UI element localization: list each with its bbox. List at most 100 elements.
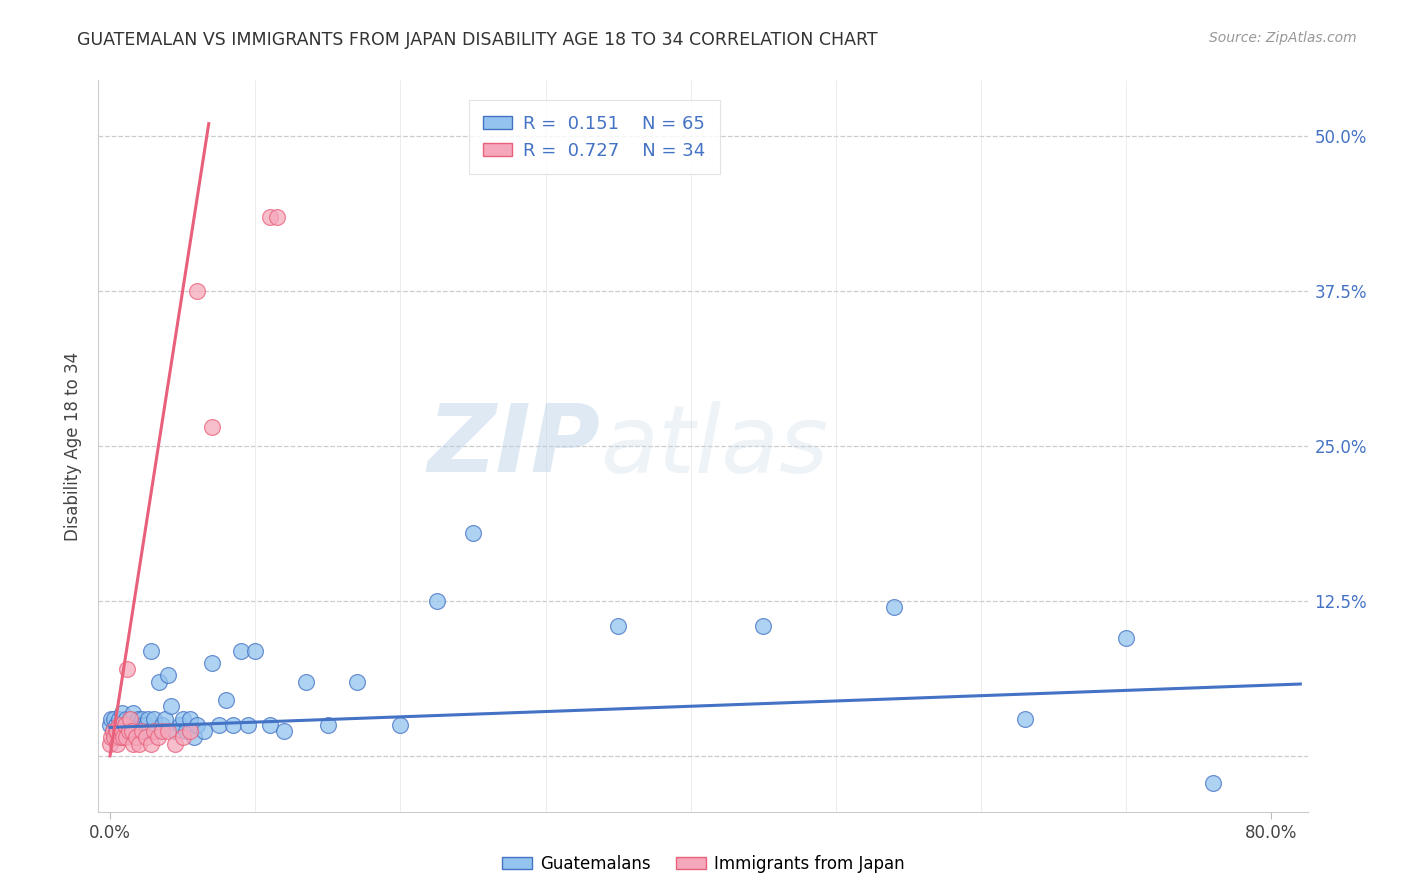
Point bbox=[150, 724, 173, 739]
Point bbox=[134, 724, 156, 739]
Point bbox=[135, 731, 157, 745]
Point bbox=[117, 662, 139, 676]
Point bbox=[245, 643, 267, 657]
Point bbox=[111, 724, 134, 739]
Point bbox=[111, 706, 134, 720]
Point bbox=[165, 737, 187, 751]
Point bbox=[139, 643, 162, 657]
Point bbox=[1014, 712, 1036, 726]
Point bbox=[124, 718, 146, 732]
Point bbox=[112, 731, 135, 745]
Point bbox=[165, 724, 187, 739]
Point bbox=[157, 724, 180, 739]
Point bbox=[142, 712, 165, 726]
Point bbox=[131, 712, 153, 726]
Point bbox=[607, 619, 630, 633]
Point bbox=[107, 712, 129, 726]
Point bbox=[120, 712, 142, 726]
Point bbox=[105, 737, 128, 751]
Point bbox=[118, 724, 141, 739]
Text: GUATEMALAN VS IMMIGRANTS FROM JAPAN DISABILITY AGE 18 TO 34 CORRELATION CHART: GUATEMALAN VS IMMIGRANTS FROM JAPAN DISA… bbox=[77, 31, 877, 49]
Point bbox=[114, 718, 136, 732]
Point bbox=[169, 718, 191, 732]
Point bbox=[129, 724, 152, 739]
Point bbox=[128, 718, 150, 732]
Point bbox=[157, 668, 180, 682]
Point bbox=[160, 699, 183, 714]
Point bbox=[132, 718, 155, 732]
Point bbox=[174, 724, 197, 739]
Point bbox=[108, 731, 131, 745]
Point bbox=[150, 718, 173, 732]
Point bbox=[100, 731, 122, 745]
Point bbox=[179, 712, 201, 726]
Point bbox=[259, 210, 281, 224]
Point bbox=[461, 525, 484, 540]
Point bbox=[101, 724, 124, 739]
Point bbox=[125, 731, 148, 745]
Point bbox=[135, 718, 157, 732]
Point bbox=[115, 712, 138, 726]
Point bbox=[1202, 776, 1225, 790]
Point bbox=[105, 724, 128, 739]
Point bbox=[208, 718, 231, 732]
Point bbox=[316, 718, 339, 732]
Point bbox=[201, 420, 224, 434]
Point bbox=[104, 718, 127, 732]
Point bbox=[273, 724, 295, 739]
Point bbox=[389, 718, 412, 732]
Point bbox=[127, 712, 149, 726]
Point bbox=[201, 656, 224, 670]
Point bbox=[1115, 631, 1137, 645]
Legend: R =  0.151    N = 65, R =  0.727    N = 34: R = 0.151 N = 65, R = 0.727 N = 34 bbox=[468, 100, 720, 174]
Point bbox=[122, 737, 145, 751]
Point bbox=[142, 724, 165, 739]
Point bbox=[179, 724, 201, 739]
Point bbox=[145, 724, 167, 739]
Point bbox=[222, 718, 245, 732]
Point bbox=[136, 712, 159, 726]
Point bbox=[98, 737, 121, 751]
Point bbox=[146, 731, 169, 745]
Point bbox=[105, 724, 128, 739]
Point bbox=[118, 718, 141, 732]
Point bbox=[128, 737, 150, 751]
Point bbox=[236, 718, 259, 732]
Point bbox=[752, 619, 775, 633]
Point bbox=[112, 724, 135, 739]
Point bbox=[107, 718, 129, 732]
Point bbox=[122, 706, 145, 720]
Point bbox=[103, 731, 125, 745]
Text: atlas: atlas bbox=[600, 401, 828, 491]
Y-axis label: Disability Age 18 to 34: Disability Age 18 to 34 bbox=[65, 351, 83, 541]
Point bbox=[125, 724, 148, 739]
Point bbox=[121, 724, 143, 739]
Point bbox=[120, 712, 142, 726]
Point bbox=[883, 600, 905, 615]
Point bbox=[186, 718, 208, 732]
Point bbox=[153, 712, 176, 726]
Point bbox=[114, 718, 136, 732]
Point bbox=[115, 731, 138, 745]
Point bbox=[131, 724, 153, 739]
Legend: Guatemalans, Immigrants from Japan: Guatemalans, Immigrants from Japan bbox=[495, 848, 911, 880]
Point bbox=[186, 284, 208, 298]
Point bbox=[295, 674, 318, 689]
Point bbox=[121, 724, 143, 739]
Point bbox=[346, 674, 368, 689]
Point bbox=[266, 210, 288, 224]
Point bbox=[172, 712, 194, 726]
Point bbox=[139, 737, 162, 751]
Point bbox=[193, 724, 215, 739]
Point bbox=[103, 712, 125, 726]
Point bbox=[101, 724, 124, 739]
Point bbox=[172, 731, 194, 745]
Point bbox=[215, 693, 238, 707]
Point bbox=[259, 718, 281, 732]
Point bbox=[183, 731, 205, 745]
Point bbox=[98, 718, 121, 732]
Text: ZIP: ZIP bbox=[427, 400, 600, 492]
Point bbox=[108, 718, 131, 732]
Point bbox=[138, 724, 160, 739]
Point bbox=[100, 712, 122, 726]
